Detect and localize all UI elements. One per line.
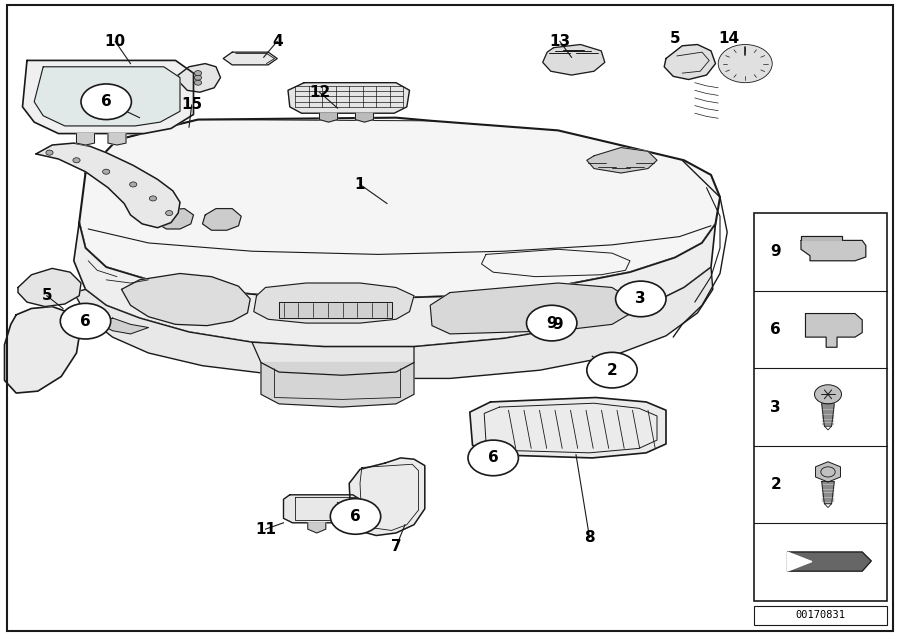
Polygon shape — [22, 60, 194, 134]
Polygon shape — [158, 209, 194, 229]
Circle shape — [814, 385, 842, 404]
Polygon shape — [801, 240, 866, 261]
Circle shape — [616, 281, 666, 317]
Polygon shape — [320, 113, 338, 122]
Polygon shape — [34, 67, 180, 126]
Polygon shape — [356, 113, 373, 122]
Polygon shape — [664, 45, 716, 80]
Polygon shape — [806, 314, 862, 347]
Circle shape — [46, 150, 53, 155]
Circle shape — [149, 196, 157, 201]
Polygon shape — [279, 302, 392, 318]
Polygon shape — [254, 283, 414, 323]
Polygon shape — [349, 458, 425, 536]
Bar — [754, 213, 887, 601]
Text: 3: 3 — [770, 399, 781, 415]
Text: 2: 2 — [770, 477, 781, 492]
Circle shape — [526, 305, 577, 341]
Circle shape — [166, 211, 173, 216]
Text: 10: 10 — [104, 34, 126, 49]
Polygon shape — [470, 398, 666, 458]
Circle shape — [81, 84, 131, 120]
Polygon shape — [36, 143, 180, 228]
Text: 1: 1 — [355, 177, 365, 192]
Bar — [754, 606, 887, 625]
Text: 9: 9 — [553, 317, 563, 332]
Text: 6: 6 — [350, 509, 361, 524]
Polygon shape — [788, 552, 871, 571]
Polygon shape — [261, 363, 414, 407]
Polygon shape — [74, 223, 716, 347]
Text: 5: 5 — [670, 31, 680, 46]
Text: 15: 15 — [181, 97, 202, 113]
Text: 6: 6 — [101, 94, 112, 109]
Text: 8: 8 — [584, 530, 595, 545]
Polygon shape — [74, 267, 713, 378]
Polygon shape — [543, 45, 605, 75]
Polygon shape — [308, 523, 326, 533]
Text: 9: 9 — [770, 244, 781, 259]
Polygon shape — [178, 64, 220, 92]
Polygon shape — [76, 134, 94, 145]
Text: 2: 2 — [607, 363, 617, 378]
Circle shape — [587, 352, 637, 388]
Polygon shape — [801, 236, 842, 240]
Text: 6: 6 — [770, 322, 781, 337]
Polygon shape — [4, 307, 81, 393]
Circle shape — [60, 303, 111, 339]
Polygon shape — [288, 83, 410, 113]
Circle shape — [468, 440, 518, 476]
Circle shape — [130, 182, 137, 187]
Text: 6: 6 — [488, 450, 499, 466]
Text: 5: 5 — [41, 288, 52, 303]
Text: 7: 7 — [391, 539, 401, 555]
Text: 3: 3 — [635, 291, 646, 307]
Text: 11: 11 — [255, 522, 276, 537]
Text: 00170831: 00170831 — [796, 610, 846, 620]
Polygon shape — [122, 273, 250, 326]
Text: 6: 6 — [80, 314, 91, 329]
Circle shape — [73, 158, 80, 163]
Polygon shape — [18, 268, 81, 307]
Polygon shape — [788, 552, 812, 571]
Text: 12: 12 — [309, 85, 330, 100]
Polygon shape — [79, 118, 720, 299]
Polygon shape — [822, 481, 834, 504]
Text: 9: 9 — [546, 315, 557, 331]
Circle shape — [733, 55, 758, 73]
Polygon shape — [108, 134, 126, 145]
Polygon shape — [101, 318, 148, 334]
Polygon shape — [284, 495, 360, 523]
Circle shape — [194, 75, 202, 80]
Circle shape — [725, 50, 765, 78]
Circle shape — [330, 499, 381, 534]
Polygon shape — [202, 209, 241, 230]
Circle shape — [103, 169, 110, 174]
Polygon shape — [430, 283, 630, 334]
Polygon shape — [223, 52, 277, 65]
Polygon shape — [587, 148, 657, 173]
Circle shape — [194, 80, 202, 85]
Circle shape — [718, 45, 772, 83]
Text: 13: 13 — [549, 34, 571, 49]
Text: 4: 4 — [272, 34, 283, 49]
Polygon shape — [822, 404, 834, 426]
Text: 14: 14 — [718, 31, 740, 46]
Circle shape — [194, 71, 202, 76]
